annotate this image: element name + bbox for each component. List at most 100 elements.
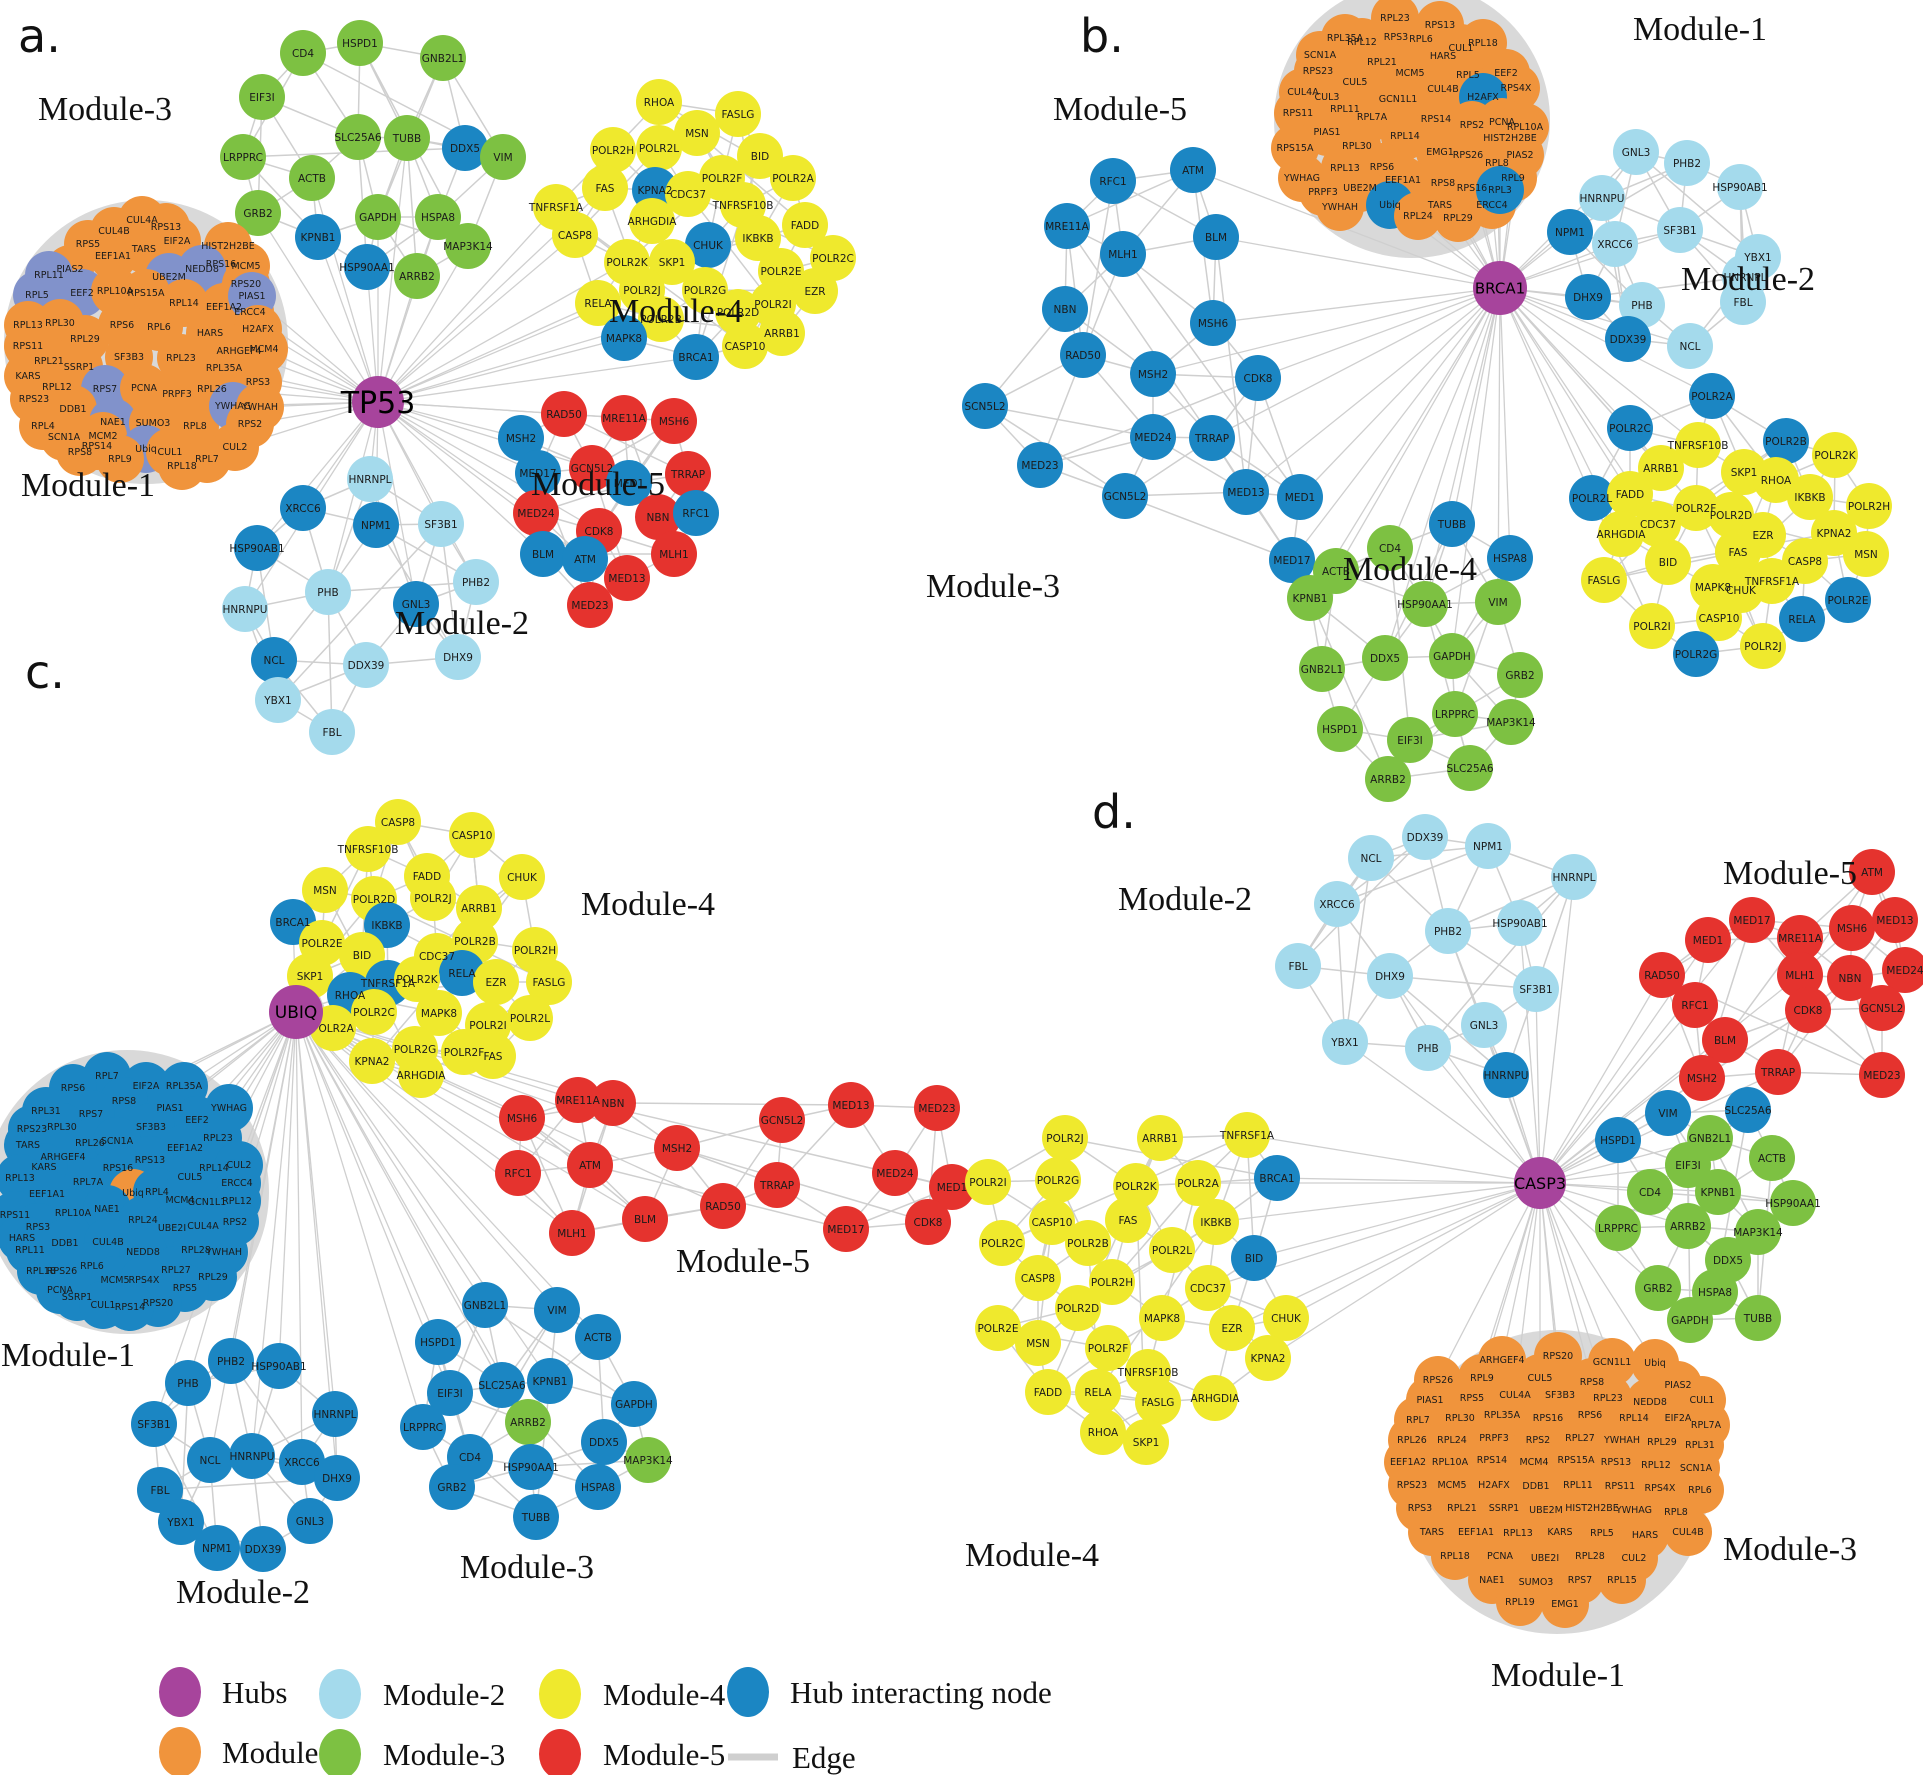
node-BLM[interactable] [520,531,566,577]
node-YWHAH[interactable] [1316,183,1364,231]
node-DDX39[interactable] [1605,316,1651,362]
node-CHUK[interactable] [1263,1295,1309,1341]
node-GAPDH[interactable] [355,194,401,240]
node-ARRB2[interactable] [505,1399,551,1445]
node-FADD[interactable] [782,202,828,248]
node-MSH6[interactable] [1190,300,1236,346]
node-GCN5L2[interactable] [569,445,615,491]
node-MED13[interactable] [1223,469,1269,515]
node-CASP8[interactable] [375,799,421,845]
node-VIM[interactable] [534,1287,580,1333]
node-BLM[interactable] [1702,1017,1748,1063]
node-HSP90AB1[interactable] [1497,900,1543,946]
node-HSP90AA1[interactable] [1770,1180,1816,1226]
node-SLC25A6[interactable] [479,1362,525,1408]
node-TRRAP[interactable] [754,1162,800,1208]
node-MAPK8[interactable] [416,990,462,1036]
node-BID[interactable] [1231,1235,1277,1281]
node-HSP90AA1[interactable] [344,244,390,290]
node-RAD50[interactable] [1639,952,1685,998]
node-RPS14[interactable] [106,1283,154,1331]
node-POLR2I[interactable] [1629,603,1675,649]
node-VIM[interactable] [1645,1090,1691,1136]
node-CD4[interactable] [280,30,326,76]
node-MAP3K14[interactable] [445,223,491,269]
node-HSPD1[interactable] [415,1319,461,1365]
node-POLR2J[interactable] [410,875,456,921]
node-MED1[interactable] [1277,474,1323,520]
node-KPNB1[interactable] [1695,1169,1741,1215]
node-DHX9[interactable] [314,1455,360,1501]
node-FAS[interactable] [582,165,628,211]
node-DDX5[interactable] [1362,635,1408,681]
node-TUBB[interactable] [1735,1295,1781,1341]
node-POLR2E[interactable] [1825,577,1871,623]
node-MSN[interactable] [674,110,720,156]
node-CASP10[interactable] [722,323,768,369]
node-RPL18[interactable] [158,442,206,490]
node-MED17[interactable] [1269,537,1315,583]
node-ATM[interactable] [1849,849,1895,895]
node-POLR2G[interactable] [1673,631,1719,677]
node-HNRNPL[interactable] [1551,854,1597,900]
node-CASP8[interactable] [1015,1255,1061,1301]
node-FASLG[interactable] [715,91,761,137]
node-NPM1[interactable] [1465,823,1511,869]
node-LRPPRC[interactable] [220,134,266,180]
node-YBX1[interactable] [1322,1019,1368,1065]
node-GCN5L2[interactable] [1102,473,1148,519]
node-HNRNPL[interactable] [312,1391,358,1437]
node-POLR2F[interactable] [1085,1325,1131,1371]
node-GNL3[interactable] [1613,129,1659,175]
node-POLR2F[interactable] [1673,485,1719,531]
node-GNB2L1[interactable] [1299,646,1345,692]
node-FADD[interactable] [1607,471,1653,517]
node-NCL[interactable] [251,637,297,683]
node-BLM[interactable] [1193,214,1239,260]
node-POLR2A[interactable] [1689,373,1735,419]
node-POLR2A[interactable] [770,155,816,201]
node-NBN[interactable] [590,1080,636,1126]
node-PHB2[interactable] [1425,908,1471,954]
node-MRE11A[interactable] [1044,203,1090,249]
node-RAD50[interactable] [1060,332,1106,378]
node-PHB[interactable] [165,1360,211,1406]
node-MSH2[interactable] [654,1125,700,1171]
node-BID[interactable] [1645,539,1691,585]
hub-node-CASP3[interactable] [1514,1157,1566,1209]
node-DHX9[interactable] [435,634,481,680]
node-POLR2A[interactable] [1175,1160,1221,1206]
node-LRPPRC[interactable] [1432,691,1478,737]
node-HNRNPU[interactable] [1483,1052,1529,1098]
node-ACTB[interactable] [289,155,335,201]
node-SCN5L2[interactable] [962,383,1008,429]
node-VIM[interactable] [1475,579,1521,625]
node-MED13[interactable] [828,1082,874,1128]
node-HSP90AB1[interactable] [256,1343,302,1389]
node-VIM[interactable] [480,134,526,180]
node-HSP90AB1[interactable] [234,525,280,571]
node-GNL3[interactable] [1461,1002,1507,1048]
node-ATM[interactable] [1170,147,1216,193]
node-TNFRSF1A[interactable] [1749,558,1795,604]
node-GAPDH[interactable] [1667,1297,1713,1343]
node-GRB2[interactable] [1635,1265,1681,1311]
node-EIF3I[interactable] [239,74,285,120]
node-MED1[interactable] [929,1164,975,1210]
node-POLR2K[interactable] [394,956,440,1002]
node-GNB2L1[interactable] [462,1282,508,1328]
node-MSN[interactable] [1015,1320,1061,1366]
node-CUL4B[interactable] [1664,1508,1712,1556]
node-EEF1A1[interactable] [89,232,137,280]
node-RELA[interactable] [1075,1369,1121,1415]
node-CASP10[interactable] [1029,1199,1075,1245]
node-GAPDH[interactable] [1429,633,1475,679]
node-POLR2J[interactable] [1740,623,1786,669]
node-POLR2J[interactable] [1042,1115,1088,1161]
node-POLR2B[interactable] [638,296,684,342]
node-MED17[interactable] [515,450,561,496]
node-POLR2C[interactable] [979,1220,1025,1266]
node-MSN[interactable] [302,867,348,913]
node-ARRB2[interactable] [1365,756,1411,802]
node-HSPD1[interactable] [1317,706,1363,752]
